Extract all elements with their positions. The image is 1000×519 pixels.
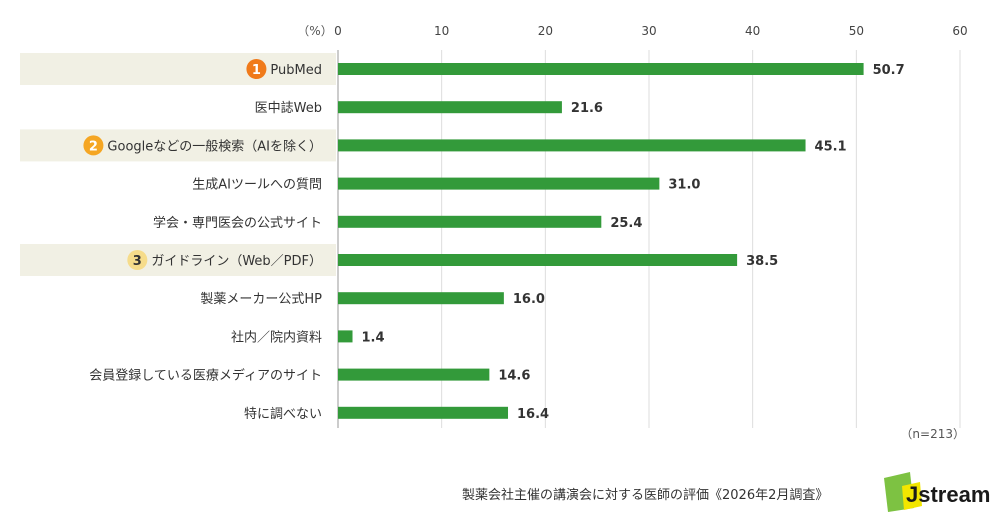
rank-badge [246, 59, 267, 79]
rank-highlight-band [20, 53, 336, 85]
bar [338, 330, 353, 343]
rank-badge-number: 2 [89, 139, 98, 154]
bar [338, 139, 806, 152]
bar [338, 292, 504, 305]
category-label: 生成AIツールへの質問 [192, 178, 322, 193]
category-label: 製薬メーカー公式HP [200, 292, 322, 307]
category-label: PubMed [270, 63, 322, 78]
x-tick-label: 10 [434, 24, 449, 38]
bar-value-label: 14.6 [498, 369, 530, 384]
x-tick-label: 60 [952, 24, 967, 38]
category-label: ガイドライン（Web／PDF） [151, 254, 322, 269]
category-label: 学会・専門医会の公式サイト [153, 215, 322, 231]
bar [338, 368, 490, 381]
jstream-logo: Jstream [884, 472, 990, 512]
category-label: 医中誌Web [255, 100, 322, 116]
bar-value-label: 16.4 [517, 407, 549, 422]
rank-highlight-band [20, 244, 336, 276]
bar-value-label: 38.5 [746, 254, 778, 269]
bar-value-label: 50.7 [873, 63, 905, 78]
bar [338, 406, 509, 419]
bar-value-label: 1.4 [362, 330, 385, 345]
bar-value-label: 25.4 [610, 216, 642, 231]
rank-badge [83, 135, 104, 156]
logo-text: Jstream [906, 482, 990, 507]
bar-value-label: 31.0 [668, 178, 700, 193]
x-tick-label: 30 [641, 24, 656, 38]
category-label: 社内／院内資料 [231, 329, 322, 345]
category-label: 会員登録している医療メディアのサイト [89, 368, 322, 384]
rank-badge [127, 250, 148, 270]
rank-highlight-band [20, 129, 336, 162]
x-tick-label: 40 [745, 24, 760, 38]
bar-value-label: 21.6 [571, 101, 603, 116]
rank-badge-number: 1 [252, 63, 261, 78]
bar [338, 215, 602, 228]
unit-label: （%） [297, 24, 332, 38]
bar [338, 177, 660, 190]
footer-caption: 製薬会社主催の講演会に対する医師の評価《2026年2月調査》 [462, 488, 829, 503]
bar-chart: 0 10 20 30 40 50 60 50.7 PubMed 21.6 医中誌Web 45.1 Go… [20, 24, 968, 441]
category-label: 特に調べない [244, 407, 322, 422]
x-tick-label: 20 [538, 24, 553, 38]
bar-value-label: 45.1 [815, 139, 847, 154]
bar-value-label: 16.0 [513, 292, 545, 307]
x-tick-label: 50 [849, 24, 864, 38]
x-tick-label: 0 [334, 24, 342, 38]
rank-badge-number: 3 [133, 254, 142, 269]
sample-size-note: （n=213） [900, 427, 965, 441]
bar [338, 63, 864, 75]
bar [338, 254, 738, 266]
bar [338, 101, 562, 114]
category-label: Googleなどの一般検索（AIを除く） [107, 138, 322, 154]
logo-mark-accent [902, 482, 922, 510]
